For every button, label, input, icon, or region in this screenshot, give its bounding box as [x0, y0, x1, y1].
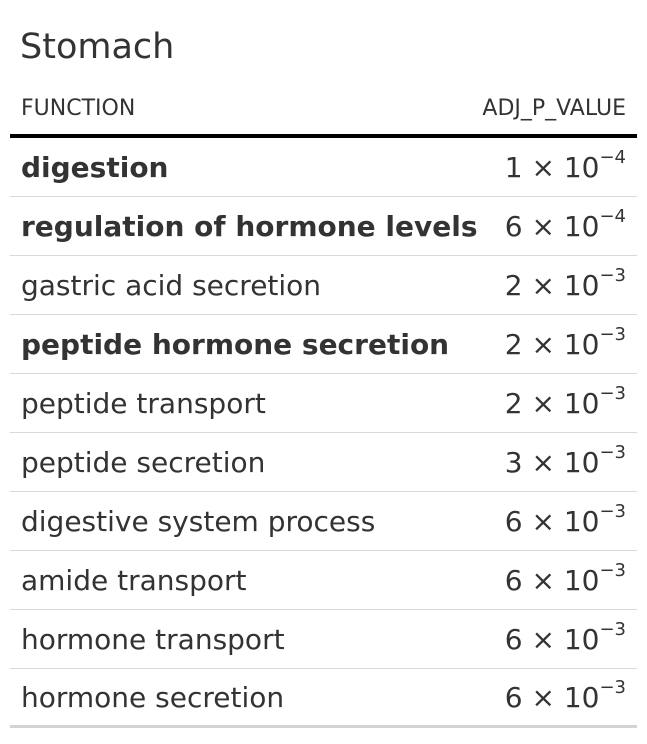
- times-sign: ×: [531, 622, 555, 656]
- function-cell: peptide hormone secretion: [21, 327, 450, 361]
- adj-p-value-cell: 3 × 10−3: [504, 443, 626, 479]
- times-sign: ×: [531, 268, 555, 302]
- function-cell: peptide secretion: [21, 445, 266, 479]
- function-cell: digestive system process: [21, 504, 376, 538]
- table-row: hormone transport 6 × 10−3: [10, 610, 637, 669]
- p-value-exponent: −3: [599, 382, 626, 404]
- times-sign: ×: [531, 150, 555, 184]
- function-cell: hormone transport: [21, 622, 285, 656]
- p-value-coefficient: 6: [504, 680, 523, 714]
- p-value-coefficient: 6: [504, 622, 523, 656]
- p-value-coefficient: 2: [504, 386, 523, 420]
- function-cell: amide transport: [21, 563, 247, 597]
- times-sign: ×: [531, 504, 555, 538]
- times-sign: ×: [531, 327, 555, 361]
- p-value-exponent: −3: [599, 618, 626, 640]
- p-value-exponent: −3: [599, 559, 626, 581]
- p-value-exponent: −4: [599, 205, 626, 227]
- column-header-adj-p-value: ADJ_P_VALUE: [482, 95, 626, 121]
- p-value-coefficient: 3: [504, 445, 523, 479]
- adj-p-value-cell: 1 × 10−4: [504, 148, 626, 184]
- p-value-base: 10: [563, 327, 600, 361]
- adj-p-value-cell: 2 × 10−3: [504, 325, 626, 361]
- adj-p-value-cell: 6 × 10−3: [504, 678, 626, 714]
- times-sign: ×: [531, 445, 555, 479]
- p-value-exponent: −4: [599, 146, 626, 168]
- function-cell: gastric acid secretion: [21, 268, 322, 302]
- function-cell: peptide transport: [21, 386, 266, 420]
- adj-p-value-cell: 2 × 10−3: [504, 266, 626, 302]
- table-row: peptide hormone secretion 2 × 10−3: [10, 315, 637, 374]
- table-row: gastric acid secretion 2 × 10−3: [10, 256, 637, 315]
- times-sign: ×: [531, 386, 555, 420]
- p-value-coefficient: 2: [504, 327, 523, 361]
- p-value-base: 10: [563, 563, 600, 597]
- p-value-base: 10: [563, 622, 600, 656]
- function-cell: regulation of hormone levels: [21, 209, 478, 243]
- adj-p-value-cell: 2 × 10−3: [504, 384, 626, 420]
- times-sign: ×: [531, 209, 555, 243]
- times-sign: ×: [531, 563, 555, 597]
- p-value-base: 10: [563, 209, 600, 243]
- p-value-coefficient: 6: [504, 209, 523, 243]
- table-row: digestion 1 × 10−4: [10, 138, 637, 197]
- p-value-base: 10: [563, 268, 600, 302]
- p-value-coefficient: 6: [504, 504, 523, 538]
- p-value-coefficient: 2: [504, 268, 523, 302]
- p-value-base: 10: [563, 445, 600, 479]
- p-value-base: 10: [563, 150, 600, 184]
- adj-p-value-cell: 6 × 10−3: [504, 561, 626, 597]
- function-cell: digestion: [21, 150, 169, 184]
- p-value-coefficient: 1: [504, 150, 523, 184]
- p-value-exponent: −3: [599, 500, 626, 522]
- p-value-exponent: −3: [599, 441, 626, 463]
- table-header: FUNCTION ADJ_P_VALUE: [10, 82, 637, 138]
- p-value-coefficient: 6: [504, 563, 523, 597]
- p-value-base: 10: [563, 386, 600, 420]
- p-value-base: 10: [563, 504, 600, 538]
- table-title: Stomach: [20, 27, 175, 67]
- p-value-exponent: −3: [599, 264, 626, 286]
- table-row: hormone secretion 6 × 10−3: [10, 669, 637, 728]
- adj-p-value-cell: 6 × 10−3: [504, 502, 626, 538]
- times-sign: ×: [531, 680, 555, 714]
- table-row: amide transport 6 × 10−3: [10, 551, 637, 610]
- adj-p-value-cell: 6 × 10−3: [504, 620, 626, 656]
- table-row: digestive system process 6 × 10−3: [10, 492, 637, 551]
- adj-p-value-cell: 6 × 10−4: [504, 207, 626, 243]
- p-value-exponent: −3: [599, 676, 626, 698]
- results-table: FUNCTION ADJ_P_VALUE digestion 1 × 10−4 …: [10, 82, 637, 728]
- table-row: peptide transport 2 × 10−3: [10, 374, 637, 433]
- table-row: peptide secretion 3 × 10−3: [10, 433, 637, 492]
- column-header-function: FUNCTION: [21, 95, 136, 121]
- table-row: regulation of hormone levels 6 × 10−4: [10, 197, 637, 256]
- function-cell: hormone secretion: [21, 680, 285, 714]
- p-value-base: 10: [563, 680, 600, 714]
- p-value-exponent: −3: [599, 323, 626, 345]
